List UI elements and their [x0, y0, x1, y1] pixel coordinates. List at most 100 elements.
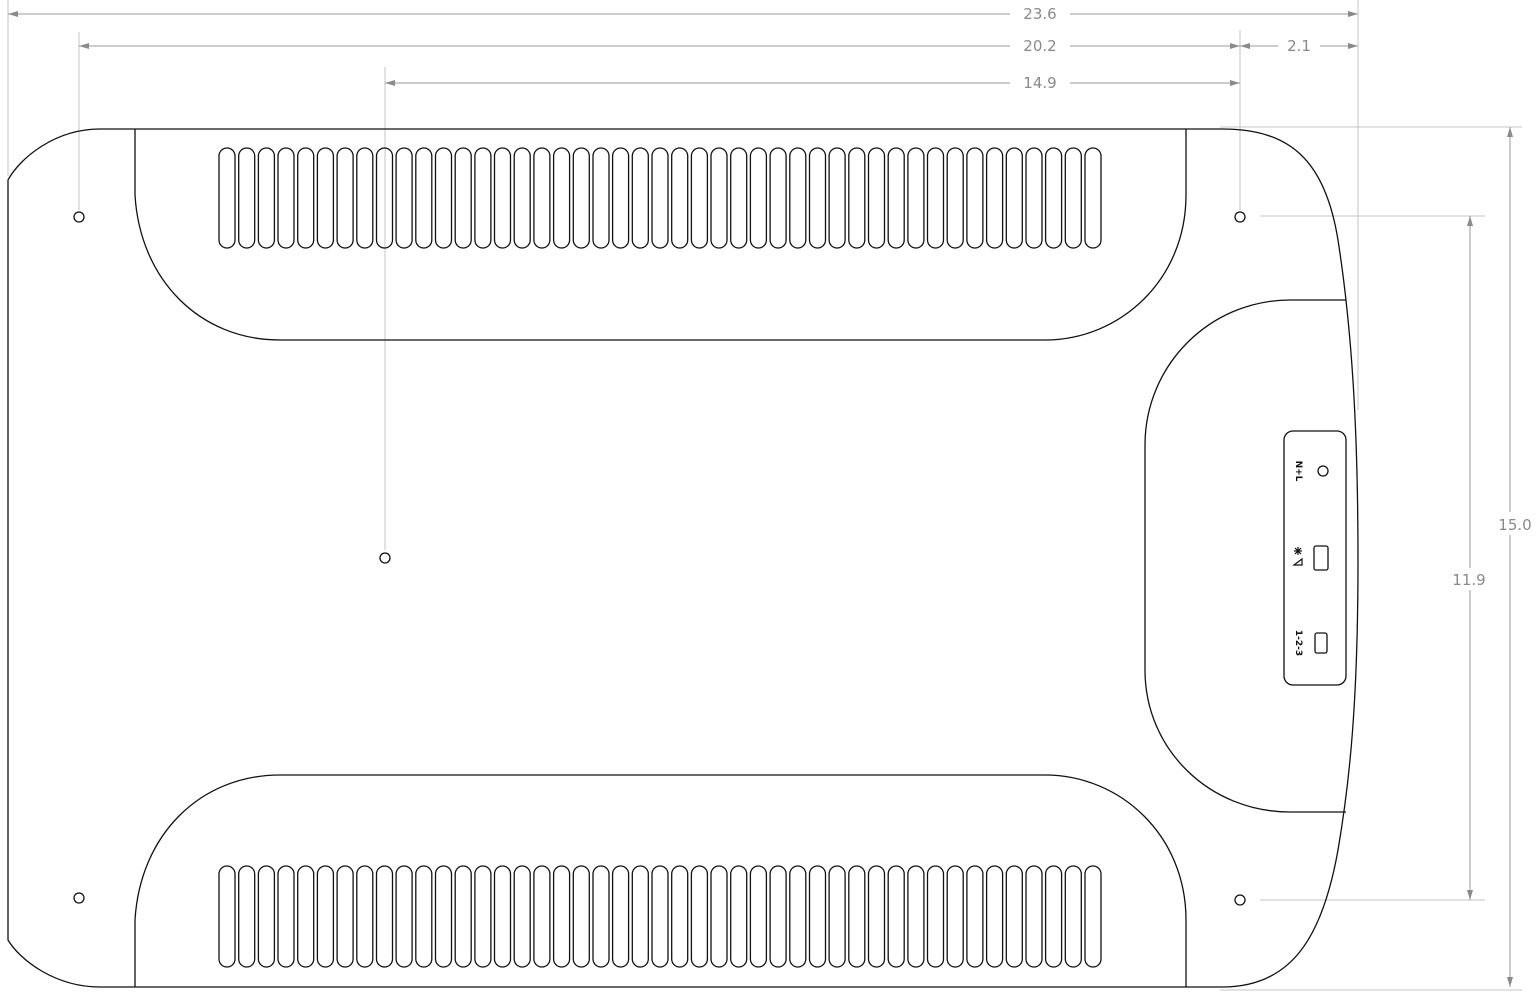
mounting-hole	[379, 552, 391, 564]
bottom-vent-slot	[730, 865, 748, 968]
bottom-vent-recess	[134, 774, 1187, 987]
bottom-vent-slot	[493, 865, 512, 968]
top-vent-slot	[710, 147, 728, 249]
dimension-hole-offset-right: 2.1	[1240, 37, 1358, 55]
mounting-hole	[73, 892, 85, 904]
bottom-vent-slot	[907, 865, 925, 968]
bottom-vent-slot	[513, 865, 531, 968]
bottom-vent-slot	[454, 865, 472, 968]
top-vent-slot	[985, 147, 1004, 249]
port-panel: N+L 1-2-3	[1283, 430, 1347, 686]
bottom-vent-slot	[395, 865, 413, 968]
top-vent-slot	[533, 147, 551, 249]
selector-label: 1-2-3	[1293, 630, 1303, 656]
snowflake-signal-icon	[1292, 547, 1303, 566]
top-vent-slot	[434, 147, 453, 249]
dimension-overall-width: 23.6	[8, 5, 1358, 23]
ir-receiver-window	[1313, 545, 1329, 571]
bottom-vent-slot	[592, 865, 610, 968]
bottom-vent-slot	[848, 865, 866, 968]
top-vent-slot	[671, 147, 689, 249]
bottom-vent-slot	[434, 865, 453, 968]
top-vent-slot	[789, 147, 807, 249]
top-vent-slot	[631, 147, 649, 249]
top-vent-slot	[316, 147, 335, 249]
top-vent-slot	[1025, 147, 1043, 249]
bottom-vent-slot	[769, 865, 787, 968]
top-vent-slot	[1064, 147, 1082, 249]
mounting-hole	[73, 211, 85, 223]
bottom-vent-slot	[415, 865, 433, 968]
top-vent-slot	[395, 147, 413, 249]
dimension-label: 14.9	[1023, 74, 1056, 92]
dimension-label: 11.9	[1452, 571, 1485, 589]
top-vent-slot	[238, 147, 256, 249]
top-vent-slot	[611, 147, 630, 249]
top-vent-slot	[552, 147, 571, 249]
top-vent-slot	[513, 147, 531, 249]
bottom-vent-slot	[671, 865, 689, 968]
top-vent-slot	[749, 147, 768, 249]
top-vent-slot	[690, 147, 709, 249]
bottom-vent-slot	[808, 865, 827, 968]
top-vent-slot	[887, 147, 905, 249]
top-vent-slot	[454, 147, 472, 249]
top-vent-slot	[592, 147, 610, 249]
top-vent-slot	[375, 147, 394, 249]
bottom-vent-slot	[828, 865, 846, 968]
top-vent-slot	[277, 147, 295, 249]
bottom-vent-slot	[985, 865, 1004, 968]
top-vent-slot	[867, 147, 886, 249]
bottom-vent-slot	[611, 865, 630, 968]
bottom-vent-slot	[946, 865, 964, 968]
bottom-vent-slot	[710, 865, 728, 968]
bottom-vent-slot	[218, 865, 236, 968]
connector-recess	[1144, 299, 1346, 813]
bottom-vent-slot	[552, 865, 571, 968]
bottom-vent-slot	[867, 865, 886, 968]
mounting-hole	[1234, 894, 1246, 906]
top-vent-slot	[1044, 147, 1063, 249]
top-vent-slot	[1005, 147, 1023, 249]
top-vent-slot	[769, 147, 787, 249]
vent-slots	[218, 147, 1102, 968]
top-vent-slot	[297, 147, 315, 249]
top-vent-slot	[493, 147, 512, 249]
bottom-vent-slot	[1084, 865, 1102, 968]
bottom-vent-slot	[1064, 865, 1082, 968]
dimension-overall-height: 15.0	[1498, 127, 1532, 987]
top-vent-slot	[356, 147, 374, 249]
dimension-label: 15.0	[1498, 516, 1531, 534]
bottom-vent-slot	[474, 865, 492, 968]
bottom-vent-slot	[887, 865, 905, 968]
top-vent-slot	[651, 147, 669, 249]
top-vent-slot	[926, 147, 945, 249]
selector-switch-icon[interactable]	[1314, 632, 1328, 654]
bottom-vent-slot	[749, 865, 768, 968]
bottom-vent-slot	[336, 865, 354, 968]
top-vent-slot	[808, 147, 827, 249]
bottom-vent-slot	[257, 865, 276, 968]
bottom-vent-slot	[277, 865, 295, 968]
bottom-vent-slot	[966, 865, 984, 968]
bottom-vent-slot	[926, 865, 945, 968]
bottom-vent-slot	[789, 865, 807, 968]
bottom-vent-slot	[1044, 865, 1063, 968]
top-vent-slot	[1084, 147, 1102, 249]
bottom-vent-slot	[631, 865, 649, 968]
top-vent-slot	[730, 147, 748, 249]
top-vent-slot	[946, 147, 964, 249]
top-vent-slot	[474, 147, 492, 249]
bottom-vent-slot	[375, 865, 394, 968]
dimension-label: 2.1	[1287, 37, 1311, 55]
top-vent-slot	[415, 147, 433, 249]
dimension-label: 23.6	[1023, 5, 1056, 23]
dimension-label: 20.2	[1023, 37, 1056, 55]
bottom-vent-slot	[297, 865, 315, 968]
bottom-vent-slot	[1005, 865, 1023, 968]
dimension-center-hole-offset: 14.9	[385, 74, 1240, 92]
bottom-vent-slot	[1025, 865, 1043, 968]
top-vent-slot	[848, 147, 866, 249]
top-vent-slot	[572, 147, 590, 249]
bottom-vent-slot	[356, 865, 374, 968]
